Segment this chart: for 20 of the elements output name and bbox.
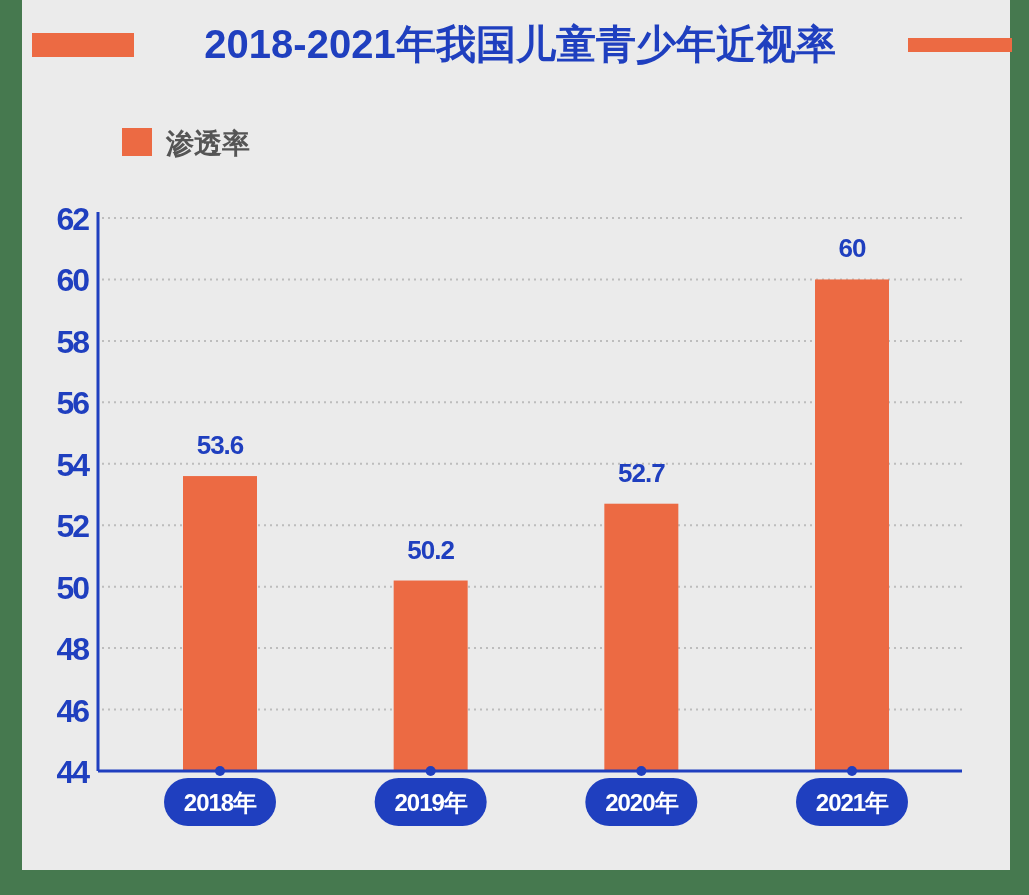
chart-title: 2018-2021年我国儿童青少年近视率 [204, 22, 836, 66]
x-tick-label: 2018年 [183, 789, 258, 816]
y-tick-label: 54 [56, 446, 91, 483]
x-tick-label: 2021年 [815, 789, 890, 816]
y-tick-label: 46 [56, 692, 90, 729]
y-tick-label: 58 [56, 323, 90, 360]
y-tick-label: 44 [56, 754, 91, 790]
data-label: 52.7 [618, 457, 666, 488]
data-label: 60 [838, 233, 866, 264]
x-tick-label: 2020年 [605, 789, 679, 816]
y-tick-label: 56 [56, 385, 90, 422]
data-label: 50.2 [407, 534, 455, 565]
legend-label: 渗透率 [165, 128, 250, 159]
y-tick-label: 50 [56, 569, 90, 606]
x-tick-label: 2019年 [394, 789, 468, 816]
y-tick-label: 60 [56, 262, 90, 299]
y-tick-label: 48 [56, 631, 90, 668]
y-tick-label: 62 [56, 201, 90, 237]
data-label: 53.6 [196, 430, 244, 461]
y-tick-label: 52 [56, 508, 90, 545]
